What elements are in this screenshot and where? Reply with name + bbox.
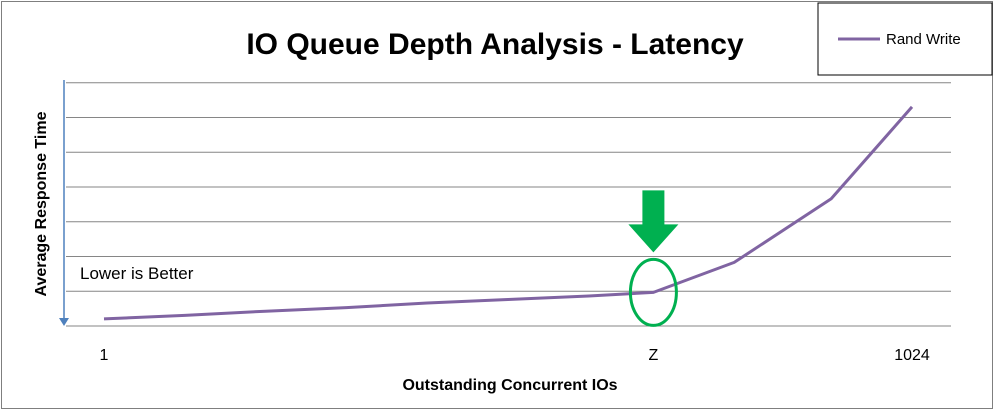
gridlines — [66, 82, 951, 327]
chart-title: IO Queue Depth Analysis - Latency — [246, 28, 744, 61]
y-axis-title: Average Response Time — [33, 111, 50, 296]
x-tick-label: Z — [649, 347, 659, 364]
highlight-marker — [628, 190, 679, 327]
series-line-rand-write — [103, 105, 914, 321]
y-axis-arrowhead — [59, 318, 69, 326]
lower-is-better-annotation: Lower is Better — [80, 264, 194, 283]
down-arrow-icon — [628, 190, 679, 253]
legend-label-rand-write: Rand Write — [886, 31, 961, 48]
highlight-circle — [628, 257, 678, 327]
x-tick-labels: 1 Z 1024 — [100, 347, 930, 364]
x-tick-label: 1024 — [894, 347, 930, 364]
x-tick-label: 1 — [100, 347, 109, 364]
x-axis-title: Outstanding Concurrent IOs — [402, 377, 617, 394]
